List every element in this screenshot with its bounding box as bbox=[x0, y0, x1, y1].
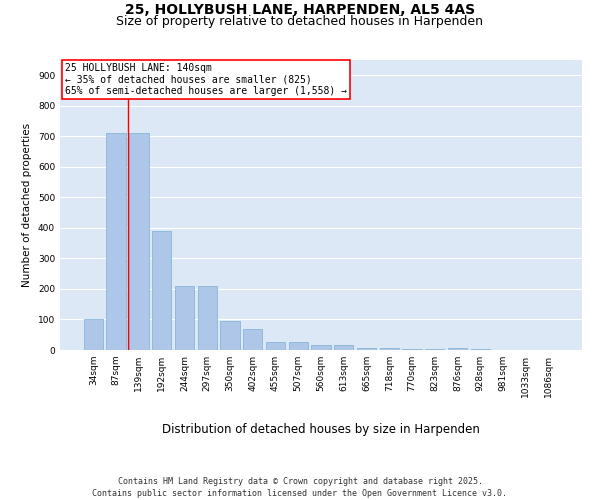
Bar bbox=[266, 342, 285, 350]
Y-axis label: Number of detached properties: Number of detached properties bbox=[22, 123, 32, 287]
Text: 25, HOLLYBUSH LANE, HARPENDEN, AL5 4AS: 25, HOLLYBUSH LANE, HARPENDEN, AL5 4AS bbox=[125, 2, 475, 16]
Text: 25 HOLLYBUSH LANE: 140sqm
← 35% of detached houses are smaller (825)
65% of semi: 25 HOLLYBUSH LANE: 140sqm ← 35% of detac… bbox=[65, 63, 347, 96]
Bar bbox=[334, 346, 353, 350]
Bar bbox=[243, 329, 262, 350]
Bar bbox=[175, 286, 194, 350]
Bar bbox=[129, 134, 149, 350]
Text: Contains HM Land Registry data © Crown copyright and database right 2025.
Contai: Contains HM Land Registry data © Crown c… bbox=[92, 476, 508, 498]
Bar bbox=[403, 349, 422, 350]
Bar bbox=[357, 348, 376, 350]
Bar bbox=[380, 348, 399, 350]
Bar bbox=[106, 134, 126, 350]
Bar bbox=[84, 320, 103, 350]
Text: Distribution of detached houses by size in Harpenden: Distribution of detached houses by size … bbox=[162, 422, 480, 436]
Bar bbox=[311, 346, 331, 350]
Bar bbox=[152, 231, 172, 350]
Bar bbox=[220, 321, 239, 350]
Text: Size of property relative to detached houses in Harpenden: Size of property relative to detached ho… bbox=[116, 15, 484, 28]
Bar bbox=[197, 286, 217, 350]
Bar bbox=[289, 342, 308, 350]
Bar bbox=[448, 348, 467, 350]
Bar bbox=[425, 349, 445, 350]
